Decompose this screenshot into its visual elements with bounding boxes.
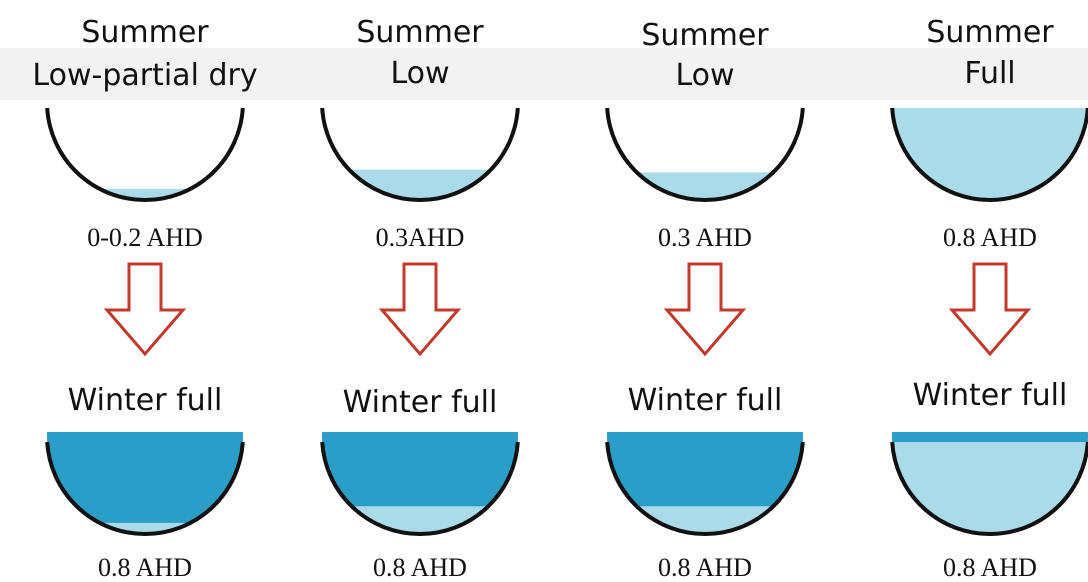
bowl bbox=[45, 441, 245, 536]
summer-title: Summer bbox=[641, 18, 769, 53]
water bbox=[322, 506, 518, 534]
water bbox=[607, 172, 803, 200]
bowl bbox=[890, 441, 1088, 537]
water bbox=[607, 506, 803, 534]
water bbox=[892, 432, 1088, 442]
summer-level: 0.3 AHD bbox=[658, 223, 752, 252]
bowl bbox=[45, 107, 245, 202]
bowl bbox=[605, 441, 805, 536]
summer-level: 0-0.2 AHD bbox=[87, 223, 203, 252]
winter-title: Winter full bbox=[68, 383, 223, 418]
summer-title: Summer bbox=[356, 15, 484, 50]
bowl bbox=[320, 441, 520, 536]
arrow bbox=[663, 262, 747, 357]
summer-state: Full bbox=[964, 56, 1015, 91]
summer-state: Low-partial dry bbox=[32, 58, 257, 93]
winter-level: 0.8 AHD bbox=[373, 553, 467, 582]
header-band bbox=[0, 48, 1088, 100]
bowl bbox=[605, 107, 805, 202]
water bbox=[892, 108, 1088, 200]
arrow bbox=[103, 262, 187, 357]
arrow bbox=[378, 262, 462, 357]
water bbox=[47, 522, 243, 534]
summer-title: Summer bbox=[926, 15, 1054, 50]
summer-level: 0.8 AHD bbox=[943, 223, 1037, 252]
bowl bbox=[890, 107, 1088, 203]
bowl bbox=[320, 107, 520, 202]
arrow bbox=[948, 262, 1032, 357]
summer-level: 0.3AHD bbox=[376, 223, 465, 252]
winter-level: 0.8 AHD bbox=[98, 553, 192, 582]
water bbox=[607, 432, 803, 507]
water bbox=[47, 432, 243, 523]
winter-title: Winter full bbox=[913, 378, 1068, 413]
winter-title: Winter full bbox=[628, 383, 783, 418]
winter-level: 0.8 AHD bbox=[658, 553, 752, 582]
winter-level: 0.8 AHD bbox=[943, 553, 1037, 582]
summer-state: Low bbox=[675, 58, 734, 93]
winter-title: Winter full bbox=[343, 385, 498, 420]
summer-state: Low bbox=[390, 56, 449, 91]
water bbox=[47, 188, 243, 200]
water bbox=[892, 442, 1088, 534]
summer-title: Summer bbox=[81, 15, 209, 50]
water bbox=[322, 432, 518, 507]
